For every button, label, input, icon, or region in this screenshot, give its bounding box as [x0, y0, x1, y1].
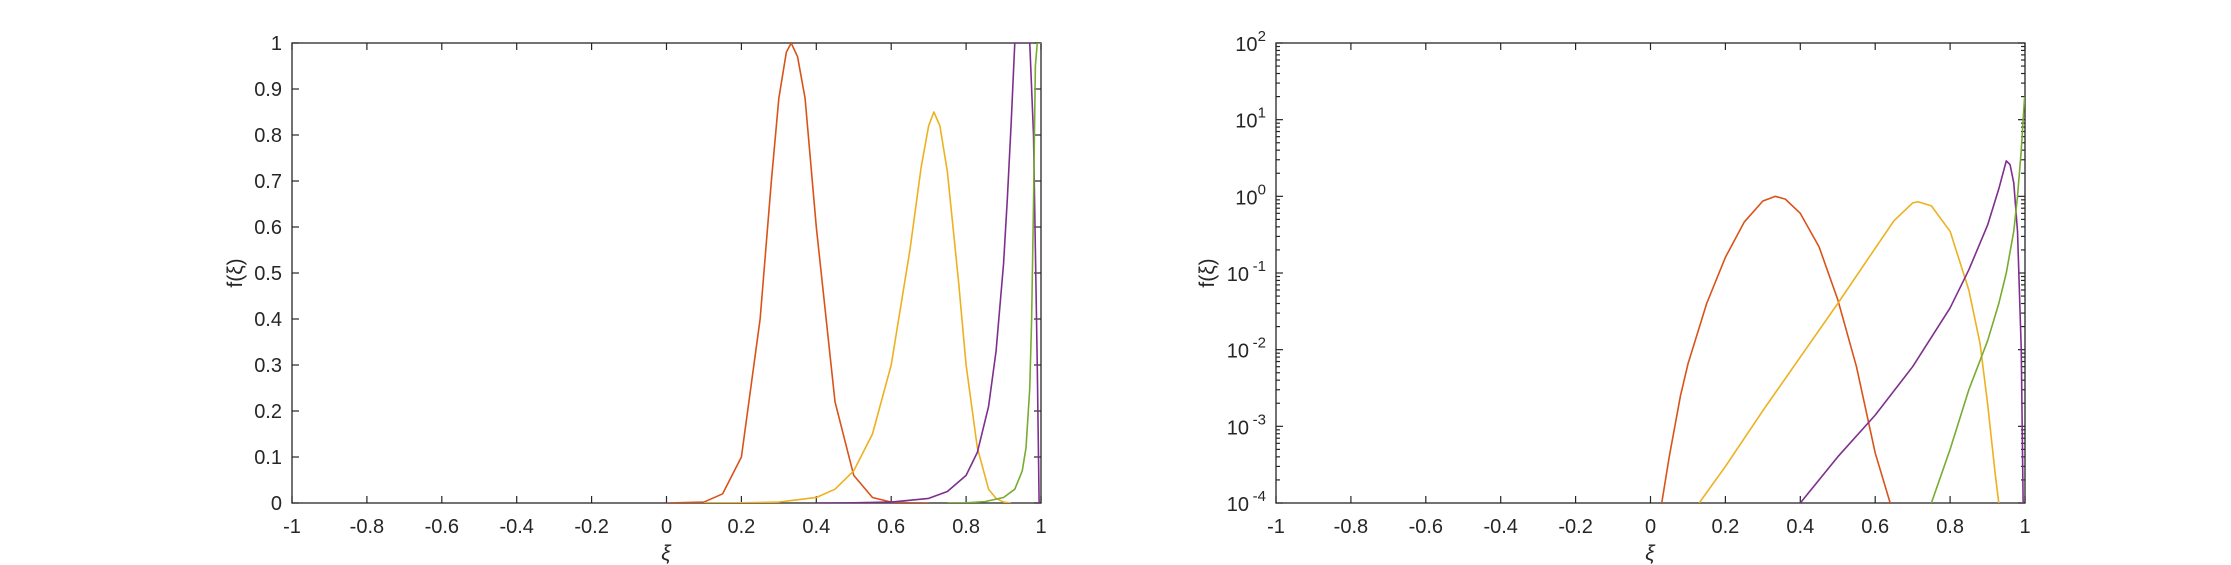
x-axis-label: ξ — [661, 542, 672, 565]
y-tick-label: 0.2 — [254, 401, 282, 423]
y-tick-base: 10 — [1235, 187, 1257, 209]
y-axis-label: f(ξ) — [1196, 258, 1219, 287]
x-tick-label: 0.8 — [1936, 516, 1964, 538]
x-axis-label: ξ — [1645, 542, 1656, 565]
series-curves — [666, 43, 1041, 503]
x-tick-label: -0.8 — [1334, 516, 1368, 538]
linear-scale-panel: -1 -0.8 -0.6 -0.4 -0.2 0 0.2 0.4 0.6 0.8 1 0 0.1 0.2… — [224, 33, 1047, 565]
y-tick-base: 10 — [1227, 417, 1249, 439]
x-tick-label: 0.8 — [952, 516, 980, 538]
y-tick-exponent: -3 — [1253, 411, 1266, 428]
x-tick-label: -0.4 — [499, 516, 533, 538]
series-3-line — [1930, 96, 2025, 503]
y-axis-label: f(ξ) — [224, 258, 247, 287]
x-tick-label: -0.8 — [350, 516, 384, 538]
y-tick-exponent: -1 — [1253, 258, 1266, 275]
x-tick-label: 0.4 — [802, 516, 830, 538]
tick-marks — [291, 42, 1042, 504]
x-tick-label: -0.2 — [574, 516, 608, 538]
series-1-line — [1698, 200, 2000, 503]
x-tick-label: -0.6 — [425, 516, 459, 538]
y-tick-label: -410 — [1227, 488, 1266, 516]
series-curves — [1660, 96, 2025, 503]
y-tick-labels: 0 0.1 0.2 0.3 0.4 0.5 0.6 0.7 0.8 0.9 1 — [254, 33, 282, 515]
x-tick-label: 1 — [2019, 516, 2030, 538]
y-tick-label: 0.5 — [254, 263, 282, 285]
y-tick-exponent: 1 — [1258, 105, 1266, 122]
y-tick-base: 10 — [1227, 494, 1249, 516]
y-tick-exponent: 0 — [1258, 181, 1266, 198]
y-tick-label: 210 — [1235, 28, 1266, 56]
y-tick-base: 10 — [1235, 111, 1257, 133]
y-tick-label: 010 — [1235, 181, 1266, 209]
x-tick-label: 0.6 — [877, 516, 905, 538]
y-tick-label: 0 — [271, 493, 282, 515]
tick-marks — [1275, 42, 2026, 504]
x-tick-label: -1 — [1267, 516, 1285, 538]
y-tick-label: -210 — [1227, 335, 1266, 363]
x-tick-label: 1 — [1035, 516, 1046, 538]
x-tick-label: 0.4 — [1786, 516, 1814, 538]
x-tick-label: 0 — [661, 516, 672, 538]
x-tick-label: -0.6 — [1409, 516, 1443, 538]
y-tick-label: 0.7 — [254, 171, 282, 193]
y-tick-base: 10 — [1227, 264, 1249, 286]
y-tick-exponent: -2 — [1253, 335, 1266, 352]
log-scale-panel: -1 -0.8 -0.6 -0.4 -0.2 0 0.2 0.4 0.6 0.8 1 -410-31… — [1196, 28, 2031, 565]
y-tick-label: 0.6 — [254, 217, 282, 239]
y-tick-label: -110 — [1227, 258, 1266, 286]
x-tick-label: -0.2 — [1558, 516, 1592, 538]
x-tick-label: 0.6 — [1861, 516, 1889, 538]
series-0-line — [666, 43, 929, 503]
series-1-line — [703, 111, 1012, 503]
y-tick-exponent: 2 — [1258, 28, 1266, 45]
x-tick-label: 0 — [1645, 516, 1656, 538]
y-tick-label: 0.8 — [254, 125, 282, 147]
x-tick-label: 0.2 — [1711, 516, 1739, 538]
y-tick-label: 0.9 — [254, 79, 282, 101]
y-tick-label: -310 — [1227, 411, 1266, 439]
y-tick-label: 110 — [1235, 105, 1266, 133]
x-tick-labels: -1 -0.8 -0.6 -0.4 -0.2 0 0.2 0.4 0.6 0.8 1 — [283, 516, 1046, 538]
y-tick-label: 1 — [271, 33, 282, 55]
x-tick-labels: -1 -0.8 -0.6 -0.4 -0.2 0 0.2 0.4 0.6 0.8 1 — [1267, 516, 2030, 538]
y-tick-exponent: -4 — [1253, 488, 1266, 505]
series-2-line — [816, 43, 1040, 503]
series-0-line — [1660, 195, 1891, 503]
x-tick-label: -0.4 — [1483, 516, 1517, 538]
y-tick-label: 0.3 — [254, 355, 282, 377]
y-tick-label: 0.1 — [254, 447, 282, 469]
series-2-line — [1799, 160, 2024, 503]
y-tick-base: 10 — [1227, 341, 1249, 363]
x-tick-label: 0.2 — [727, 516, 755, 538]
series-3-line — [947, 43, 1041, 503]
y-tick-label: 0.4 — [254, 309, 282, 331]
x-tick-label: -1 — [283, 516, 301, 538]
y-tick-base: 10 — [1235, 34, 1257, 56]
